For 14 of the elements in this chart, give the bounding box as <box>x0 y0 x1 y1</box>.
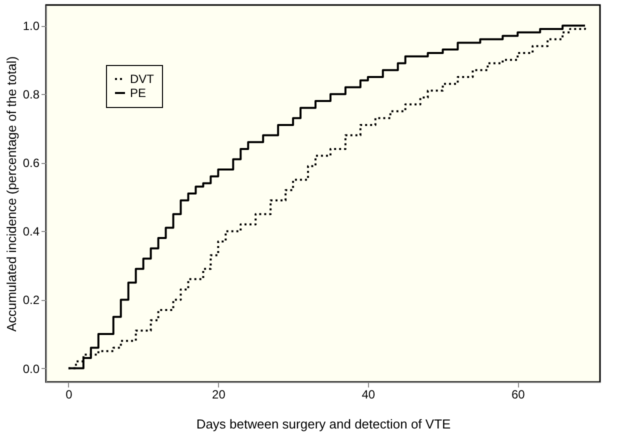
x-axis-title: Days between surgery and detection of VTE <box>196 416 452 432</box>
legend-label: DVT <box>130 72 155 86</box>
x-tick-label: 60 <box>511 388 526 402</box>
y-tick-label: 1.0 <box>22 19 40 34</box>
x-tick-label: 40 <box>362 388 376 402</box>
y-tick-label: 0.2 <box>22 293 40 308</box>
y-tick-label: 0.0 <box>22 362 40 376</box>
y-axis-title: Accumulated incidence (percentage of the total) <box>4 56 19 332</box>
y-tick-label: 0.8 <box>22 88 40 102</box>
x-tick-label: 0 <box>66 388 73 402</box>
y-tick-label: 0.6 <box>22 156 40 170</box>
x-tick-label: 20 <box>212 388 226 402</box>
y-tick-label: 0.4 <box>22 224 40 239</box>
legend-label: PE <box>130 86 146 100</box>
